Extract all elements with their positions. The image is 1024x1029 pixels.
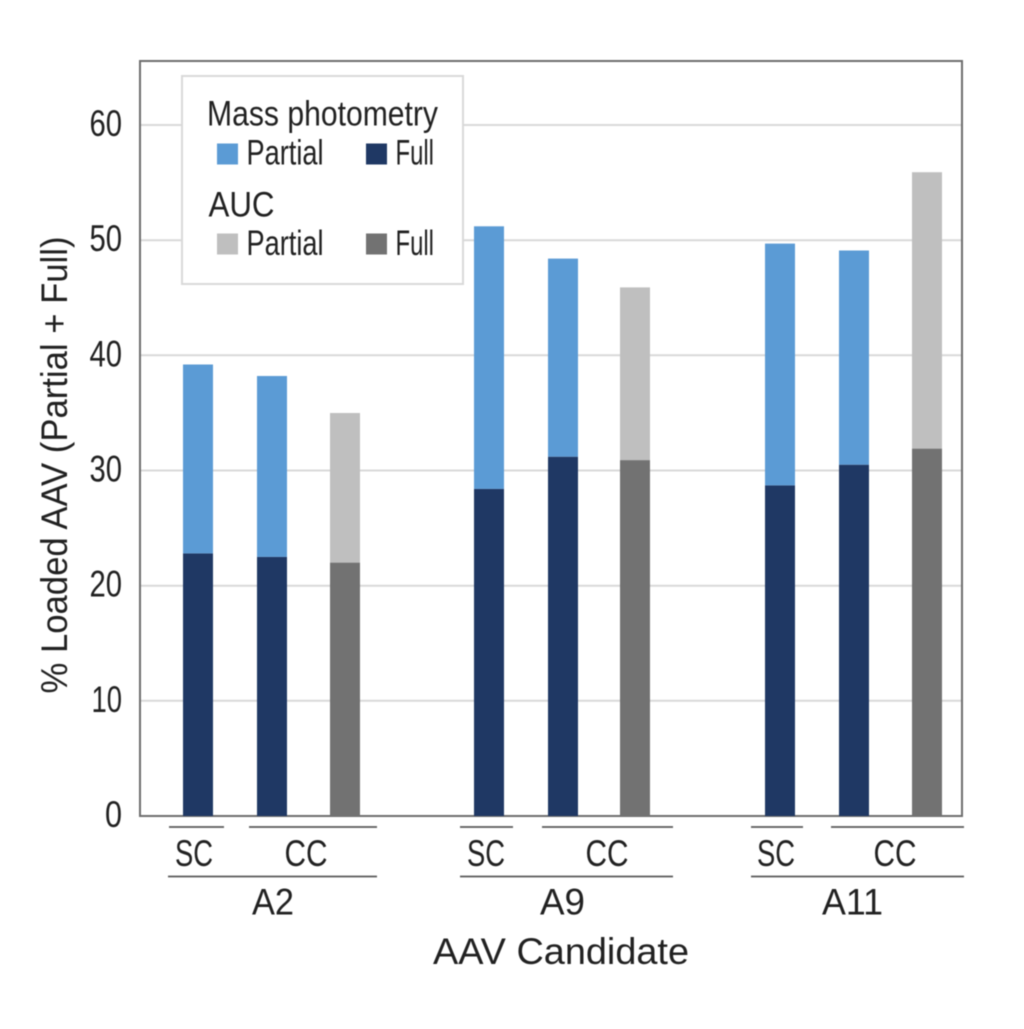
svg-text:Partial: Partial: [247, 224, 324, 263]
svg-text:Full: Full: [396, 134, 435, 173]
svg-text:A9: A9: [540, 882, 585, 923]
svg-text:10: 10: [92, 679, 123, 720]
svg-text:SC: SC: [757, 833, 795, 874]
svg-text:Full: Full: [396, 224, 435, 263]
svg-text:CC: CC: [586, 833, 629, 874]
svg-text:50: 50: [90, 218, 123, 259]
svg-text:% Loaded AAV (Partial + Full): % Loaded AAV (Partial + Full): [34, 237, 75, 694]
svg-text:AAV Candidate: AAV Candidate: [433, 931, 689, 972]
svg-text:CC: CC: [285, 833, 328, 874]
svg-text:30: 30: [90, 449, 123, 490]
svg-text:AUC: AUC: [209, 186, 275, 225]
svg-text:A11: A11: [822, 882, 883, 923]
svg-text:40: 40: [90, 333, 123, 374]
svg-text:Partial: Partial: [247, 134, 324, 173]
svg-text:60: 60: [90, 103, 123, 144]
svg-text:20: 20: [90, 564, 123, 605]
svg-text:0: 0: [105, 794, 122, 835]
svg-text:A2: A2: [252, 882, 294, 923]
svg-text:Mass photometry: Mass photometry: [207, 95, 438, 134]
svg-text:CC: CC: [874, 833, 917, 874]
svg-text:SC: SC: [175, 833, 213, 874]
svg-text:SC: SC: [467, 833, 505, 874]
